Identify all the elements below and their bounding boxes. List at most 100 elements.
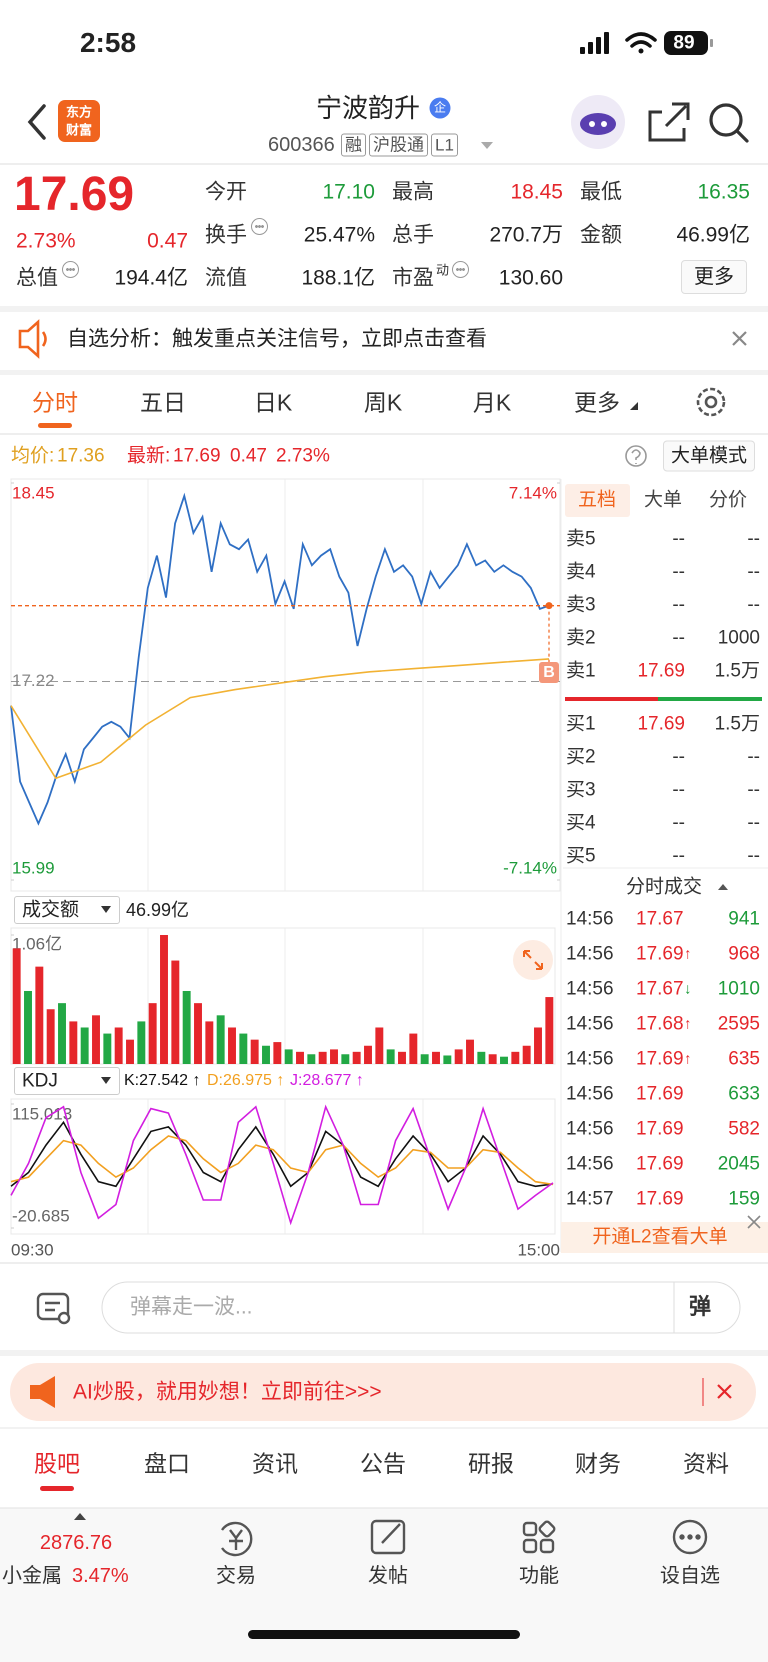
order-volume: -- <box>747 746 760 768</box>
avg-price: 17.36 <box>57 445 105 467</box>
share-button[interactable] <box>648 102 690 142</box>
logo-text: 财富 <box>65 122 93 138</box>
section-tab[interactable]: 财务 <box>575 1450 621 1477</box>
index-name[interactable]: 小金属 <box>2 1565 62 1587</box>
help-icon[interactable] <box>625 445 647 467</box>
volume-bar <box>46 1009 55 1064</box>
close-button[interactable] <box>732 331 747 346</box>
order-book-tab[interactable]: 五档 <box>577 489 617 511</box>
line-series <box>10 492 550 826</box>
kdj-legend: K:27.542 ↑ <box>124 1072 201 1089</box>
section-tab[interactable]: 股吧 <box>34 1450 80 1477</box>
expand-button[interactable] <box>513 940 553 980</box>
order-volume: -- <box>747 812 760 834</box>
comment-placeholder[interactable]: 弹幕走一波... <box>130 1295 253 1319</box>
dropdown-arrow[interactable] <box>481 142 493 149</box>
danmaku-settings[interactable] <box>36 1292 71 1325</box>
trade-icon[interactable] <box>221 1521 253 1557</box>
nav-item[interactable]: 交易 <box>216 1565 256 1587</box>
info-icon[interactable] <box>62 261 79 278</box>
chart-tab[interactable]: 分时 <box>32 389 78 416</box>
index-value[interactable]: 2876.76 <box>39 1532 113 1554</box>
trade-volume: 941 <box>728 908 760 930</box>
nav-item[interactable]: 发帖 <box>368 1565 408 1587</box>
section-tab[interactable]: 盘口 <box>144 1450 190 1477</box>
speaker-icon <box>18 319 47 359</box>
trade-volume: 635 <box>728 1048 760 1070</box>
nav-item[interactable]: 设自选 <box>660 1565 720 1587</box>
trade-time: 14:56 <box>566 908 614 930</box>
section-tab[interactable]: 公告 <box>360 1450 406 1477</box>
chart-tab[interactable]: 更多 <box>574 389 620 416</box>
comment-input[interactable] <box>101 1281 741 1334</box>
volume-bar <box>352 1051 361 1064</box>
danmaku-button[interactable]: 弹 <box>688 1294 712 1319</box>
order-book-tab[interactable]: 大单 <box>643 489 683 511</box>
volume-bar <box>432 1051 440 1064</box>
stock-tag: L1 <box>431 133 458 157</box>
notice-text[interactable]: 自选分析：触发重点关注信号，立即点击查看 <box>67 327 487 351</box>
settings-button[interactable] <box>696 387 726 417</box>
trade-time: 14:56 <box>566 943 614 965</box>
order-level: 买4 <box>566 812 596 834</box>
post-icon[interactable] <box>370 1519 406 1555</box>
tab-underline <box>40 1486 74 1491</box>
volume-bar <box>477 1051 486 1064</box>
order-price: -- <box>672 561 685 583</box>
l2-promo[interactable]: 开通L2查看大单 <box>592 1226 728 1248</box>
trades-toggle-arrow[interactable] <box>718 884 728 890</box>
order-volume: -- <box>747 594 760 616</box>
field-label: 市盈 <box>392 266 434 290</box>
trades-title[interactable]: 分时成交 <box>625 876 703 898</box>
l2-banner[interactable] <box>561 1222 768 1253</box>
big-order-mode-button[interactable]: 大单模式 <box>662 440 756 472</box>
field-value: 130.60 <box>498 266 563 290</box>
volume-bar <box>500 1056 508 1064</box>
section-tab[interactable]: 资料 <box>683 1450 729 1477</box>
ad-close[interactable] <box>717 1384 732 1399</box>
indicator-selector[interactable] <box>14 896 120 924</box>
trade-price: 17.68 <box>636 1013 684 1035</box>
field-value: 270.7万 <box>489 223 563 247</box>
section-tab[interactable]: 研报 <box>468 1450 514 1477</box>
section-tab[interactable]: 资讯 <box>252 1450 298 1477</box>
trade-volume: 968 <box>728 943 760 965</box>
chart-tab[interactable]: 五日 <box>140 389 186 416</box>
order-volume: -- <box>747 845 760 867</box>
more-button[interactable]: 更多 <box>681 260 747 294</box>
back-button[interactable] <box>27 104 46 140</box>
order-level: 卖3 <box>566 594 596 616</box>
order-book-tab[interactable]: 分价 <box>708 489 748 511</box>
trade-price: 17.69 <box>636 1083 684 1105</box>
index-change[interactable]: 3.47% <box>72 1565 129 1587</box>
ad-text[interactable]: AI炒股，就用妙想！立即前往>>> <box>73 1380 382 1404</box>
ad-banner[interactable] <box>10 1363 756 1421</box>
y-tick-label: 15.99 <box>12 858 55 877</box>
search-button[interactable] <box>709 103 749 143</box>
chart-tab[interactable]: 周K <box>363 389 403 416</box>
latest-price: 17.69 <box>173 445 221 467</box>
order-tab-highlight <box>565 484 630 517</box>
index-up-arrow <box>74 1513 86 1520</box>
info-icon[interactable] <box>251 218 268 235</box>
chart-tab[interactable]: 月K <box>472 389 512 416</box>
trade-price: 17.69 <box>636 943 684 965</box>
indicator-selector[interactable] <box>14 1067 120 1095</box>
y-tick-label: 1.06亿 <box>12 934 62 953</box>
field-value: 25.47% <box>303 223 375 247</box>
app-logo <box>58 100 100 142</box>
volume-bar <box>92 1015 100 1064</box>
field-label: 最低 <box>580 180 622 204</box>
signal-icon <box>580 32 609 54</box>
volume-bar <box>330 1049 338 1064</box>
field-value: 16.35 <box>697 180 750 204</box>
function-icon[interactable] <box>522 1520 556 1554</box>
chart-tab[interactable]: 日K <box>253 389 293 416</box>
volume-bar <box>466 1039 474 1064</box>
l2-close[interactable] <box>747 1215 761 1229</box>
volume-bar <box>126 1039 134 1064</box>
order-volume: -- <box>747 561 760 583</box>
nav-item[interactable]: 功能 <box>519 1565 559 1587</box>
add-watchlist-icon[interactable] <box>672 1519 708 1555</box>
info-icon[interactable] <box>452 261 469 278</box>
